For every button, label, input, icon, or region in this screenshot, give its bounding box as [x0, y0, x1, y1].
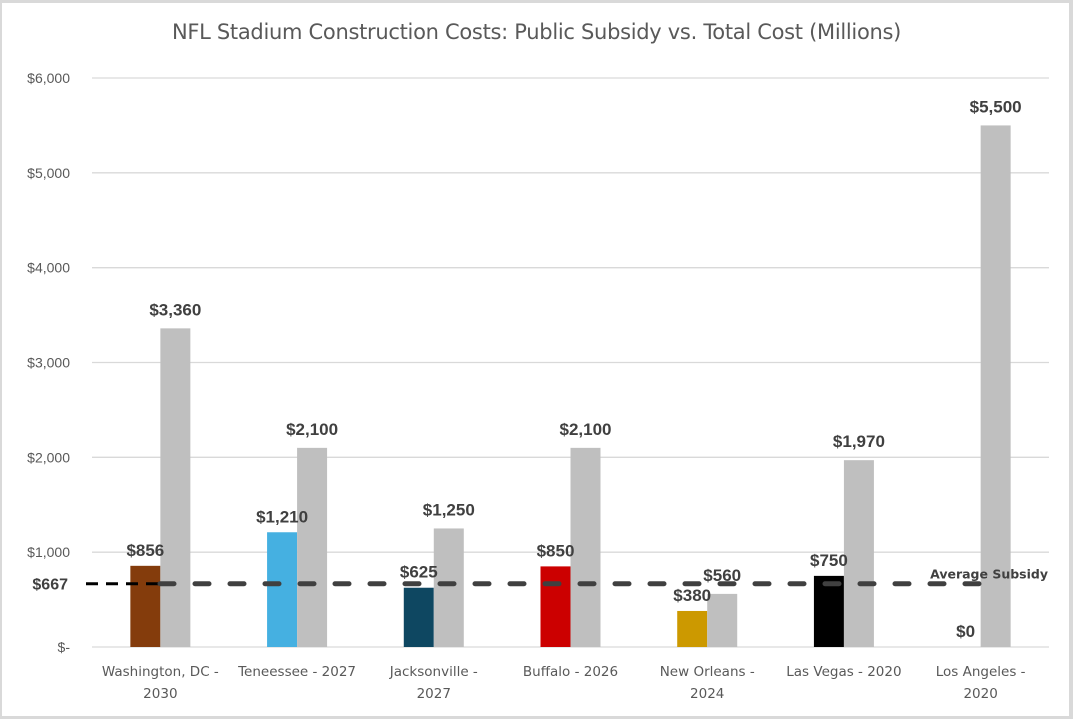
data-label-public-subsidy: $380 — [673, 586, 711, 605]
data-label-public-subsidy: $750 — [810, 551, 848, 570]
data-label-total-cost: $5,500 — [970, 97, 1022, 116]
x-category-label: 2024 — [690, 686, 724, 702]
average-subsidy-annotation: Average Subsidy — [930, 567, 1048, 582]
x-axis: Washington, DC - 2030 Teneessee - 2027 Jack… — [102, 664, 1026, 702]
bar-total-cost — [843, 460, 874, 647]
y-axis: $- $1,000 $2,000 $3,000 $4,000 $5,000 $6,000 — [27, 70, 70, 655]
x-category-label: 2027 — [417, 686, 451, 702]
data-label-public-subsidy: $1,210 — [256, 507, 308, 526]
x-category-label: Washington, DC - — [102, 664, 219, 680]
data-label-total-cost: $2,100 — [560, 420, 612, 439]
y-tick-label: $- — [58, 639, 71, 655]
bar-public-subsidy — [540, 566, 571, 647]
x-category-label: Los Angeles - — [936, 664, 1026, 680]
y-tick-label: $5,000 — [27, 165, 70, 181]
bar-total-cost — [433, 528, 464, 647]
x-category-label: Buffalo - 2026 — [523, 664, 618, 680]
bar-public-subsidy — [267, 532, 298, 647]
data-label-total-cost: $1,970 — [833, 432, 885, 451]
y-tick-label: $3,000 — [27, 355, 70, 371]
bar-public-subsidy — [130, 565, 161, 647]
bar-total-cost — [570, 447, 601, 647]
data-labels: $856 $3,360 $1,210 $2,100 $625 $1,250 $850 $2,1… — [126, 97, 1021, 641]
bar-total-cost — [707, 593, 738, 647]
bar-total-cost — [160, 328, 191, 647]
x-category-label: Teneessee - 2027 — [237, 664, 356, 680]
data-label-total-cost: $560 — [703, 566, 741, 585]
y-tick-label: $4,000 — [27, 260, 70, 276]
y-tick-label: $6,000 — [27, 70, 70, 86]
data-label-public-subsidy: $0 — [956, 622, 975, 641]
bar-public-subsidy — [677, 610, 708, 647]
x-category-label: Jacksonville - — [389, 664, 478, 680]
bar-total-cost — [297, 447, 328, 647]
bar-total-cost — [980, 125, 1011, 647]
bar-public-subsidy — [403, 587, 434, 647]
average-line-group: $667 Average Subsidy — [32, 567, 1048, 594]
bars — [130, 125, 1011, 647]
chart-title: NFL Stadium Construction Costs: Public S… — [171, 20, 902, 44]
data-label-total-cost: $2,100 — [286, 420, 338, 439]
average-value-label: $667 — [32, 577, 68, 594]
data-label-public-subsidy: $625 — [400, 563, 438, 582]
y-tick-label: $1,000 — [27, 544, 70, 560]
data-label-public-subsidy: $856 — [126, 541, 164, 560]
x-category-label: Las Vegas - 2020 — [786, 664, 901, 680]
bar-public-subsidy — [813, 575, 844, 647]
data-label-total-cost: $3,360 — [149, 300, 201, 319]
x-category-label: 2020 — [963, 686, 997, 702]
y-tick-label: $2,000 — [27, 449, 70, 465]
data-label-public-subsidy: $850 — [537, 541, 575, 560]
data-label-total-cost: $1,250 — [423, 500, 475, 519]
x-category-label: 2030 — [143, 686, 177, 702]
x-category-label: New Orleans - — [660, 664, 755, 680]
